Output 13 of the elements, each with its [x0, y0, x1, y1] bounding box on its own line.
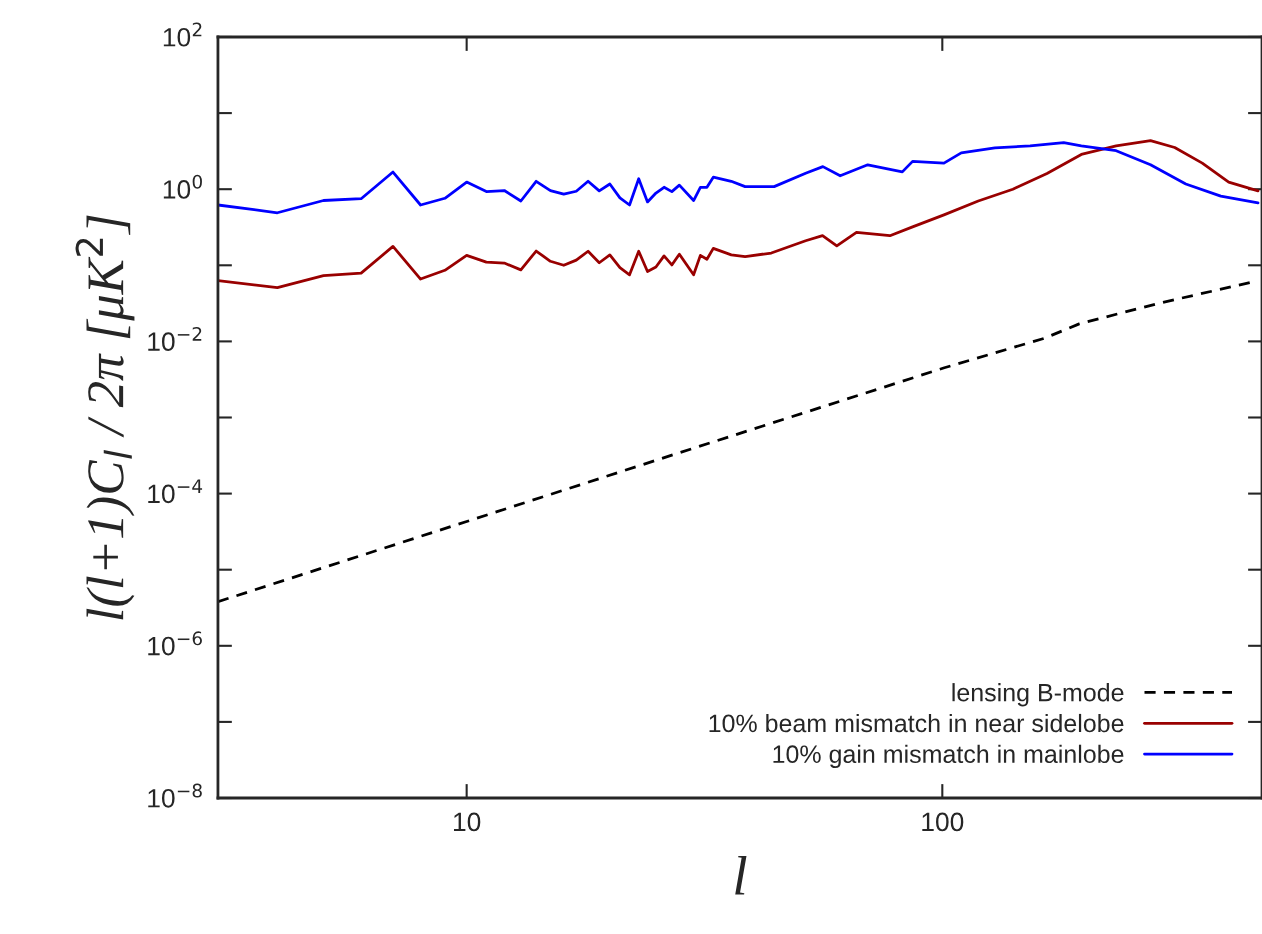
legend-label: 10% gain mismatch in mainlobe [773, 744, 1124, 769]
legend-label: 10% beam mismatch in near sidelobe [709, 713, 1124, 733]
y-tick-label: 10$^{−6}$ [148, 631, 202, 656]
y-tick-label: 10$^{2}$ [163, 22, 202, 47]
y-tick-label: 10$^{−2}$ [148, 326, 202, 352]
legend-label: lensing B-mode [952, 683, 1124, 707]
x-tick-label: 10 [453, 812, 481, 832]
x-tick-label: 100 [922, 812, 964, 832]
x-axis-title: l [735, 855, 747, 895]
y-tick-label: 10$^{0}$ [163, 174, 202, 199]
y-axis-title: l(l+1)C$_{l}$ / 2π [μK$^{2}$] [75, 215, 135, 620]
y-tick-label: 10$^{−8}$ [148, 783, 202, 808]
y-tick-label: 10$^{−4}$ [148, 479, 203, 504]
